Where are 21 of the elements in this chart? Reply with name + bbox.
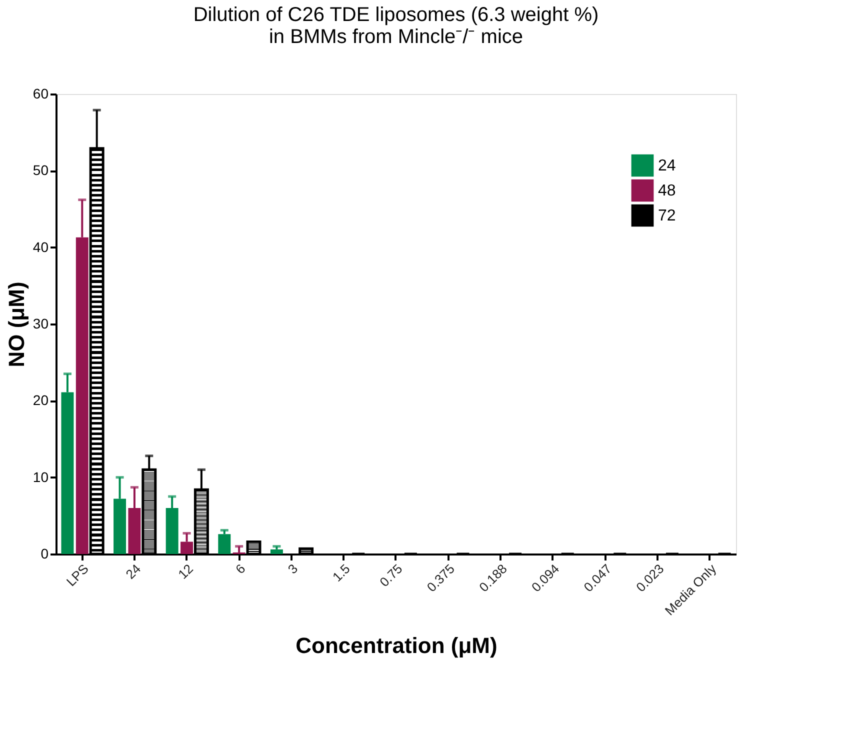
y-tick-label: 10: [32, 468, 49, 485]
text: in BMMs from Mincle⁻/⁻ mice: [268, 26, 524, 48]
x-tick-label: 3: [284, 561, 301, 577]
y-tick-label: 40: [32, 238, 49, 255]
x-tick-label: 12: [175, 561, 196, 582]
x-tick-label: 0.75: [376, 561, 406, 590]
x-tick-label: 6: [232, 561, 248, 577]
y-tick-label: 60: [32, 86, 49, 102]
legend-label: 24: [658, 158, 676, 174]
y-axis-title: NO (μM): [4, 282, 29, 368]
text: Dilution of C26 TDE liposomes (6.3 weight %): [193, 4, 599, 26]
y-tick-label: 20: [32, 392, 49, 408]
x-axis-title: Concentration (μM): [296, 633, 498, 658]
y-tick-label: 0: [40, 546, 49, 562]
y-tick-label: 50: [32, 162, 49, 178]
x-tick-label: 1.5: [329, 561, 353, 584]
y-tick-label: 30: [32, 316, 49, 332]
legend-label: 48: [658, 182, 676, 200]
legend-label: 72: [658, 208, 676, 224]
x-tick-label: LPS: [63, 560, 92, 590]
x-tick-label: 24: [122, 561, 144, 582]
